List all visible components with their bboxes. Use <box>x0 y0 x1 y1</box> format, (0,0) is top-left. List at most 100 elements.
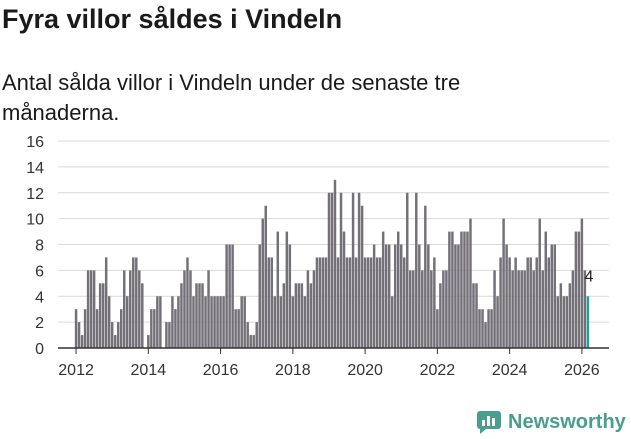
bar <box>132 257 135 348</box>
bar <box>74 309 78 348</box>
bar <box>174 309 177 348</box>
bar <box>544 231 547 348</box>
bar <box>80 335 84 348</box>
bar <box>448 231 451 348</box>
bar <box>119 309 123 348</box>
bar <box>330 192 334 348</box>
bar <box>228 244 231 348</box>
bar <box>246 322 249 349</box>
bar <box>532 270 535 349</box>
bar <box>129 270 132 349</box>
bar <box>216 296 219 348</box>
bar <box>393 244 397 348</box>
bar <box>231 244 234 348</box>
bar <box>171 296 174 348</box>
bar <box>303 296 307 348</box>
bar <box>427 244 430 348</box>
chart-subtitle: Antal sålda villor i Vindeln under de se… <box>2 70 461 125</box>
bar <box>333 179 337 348</box>
y-axis: 0 2 4 6 8 10 12 14 16 <box>26 134 44 358</box>
bar <box>463 231 466 348</box>
bar <box>186 257 189 348</box>
bar <box>104 257 108 348</box>
bar <box>559 283 563 348</box>
bar <box>553 244 557 348</box>
bar <box>180 283 183 348</box>
bar <box>403 257 406 348</box>
bar <box>574 231 578 348</box>
bar <box>583 270 587 349</box>
bar <box>315 257 319 348</box>
bar <box>487 309 490 348</box>
bar <box>195 283 198 348</box>
bar <box>508 257 511 348</box>
bar <box>165 322 168 349</box>
bar <box>481 309 484 348</box>
bar <box>336 257 340 348</box>
bar <box>499 257 502 348</box>
bar <box>535 257 538 348</box>
bar <box>439 283 442 348</box>
bar <box>306 270 310 349</box>
bar <box>577 231 581 348</box>
bar <box>291 296 295 348</box>
bar <box>327 192 331 348</box>
bar <box>204 296 207 348</box>
bar <box>107 296 111 348</box>
bar <box>460 231 463 348</box>
x-tick-label: 2024 <box>492 362 528 379</box>
bar <box>324 257 328 348</box>
bar <box>568 283 572 348</box>
bar-latest <box>586 296 590 348</box>
bar <box>436 309 439 348</box>
y-tick-label: 4 <box>35 289 44 306</box>
bar <box>177 296 180 348</box>
bar <box>400 244 403 348</box>
bar <box>110 322 114 349</box>
bar <box>339 192 343 348</box>
y-tick-label: 10 <box>26 212 44 229</box>
bar <box>547 257 550 348</box>
x-axis: 2012 2014 2016 2018 2020 2022 2024 2026 <box>58 348 600 379</box>
y-tick-label: 2 <box>35 315 44 332</box>
bar <box>222 296 225 348</box>
bar <box>384 244 388 348</box>
bar <box>345 257 349 348</box>
bar <box>183 270 186 349</box>
gridlines <box>58 140 609 323</box>
bar <box>357 192 361 348</box>
bar <box>381 231 385 348</box>
bar <box>366 257 370 348</box>
bar <box>153 309 156 348</box>
bar <box>270 257 273 348</box>
bar <box>297 283 301 348</box>
bar <box>409 270 412 349</box>
bar <box>243 296 246 348</box>
bar <box>511 270 514 349</box>
bar <box>201 283 204 348</box>
bar <box>237 309 240 348</box>
bar <box>83 309 87 348</box>
bar <box>514 257 517 348</box>
bar <box>496 296 499 348</box>
bar <box>288 244 292 348</box>
bar <box>255 322 258 349</box>
bar <box>147 335 150 348</box>
bar <box>424 205 427 348</box>
bar <box>267 257 270 348</box>
bar <box>571 270 575 349</box>
bar <box>517 270 520 349</box>
bar <box>442 270 445 349</box>
bar <box>580 218 584 349</box>
brand: Newsworthy <box>476 408 626 436</box>
bar <box>369 257 373 348</box>
bar <box>490 309 493 348</box>
bar <box>282 283 286 348</box>
x-tick-label: 2014 <box>131 362 167 379</box>
newsworthy-logo-icon <box>477 411 501 434</box>
bar <box>523 270 526 349</box>
bar <box>225 244 228 348</box>
bar <box>219 296 222 348</box>
bar <box>454 244 457 348</box>
